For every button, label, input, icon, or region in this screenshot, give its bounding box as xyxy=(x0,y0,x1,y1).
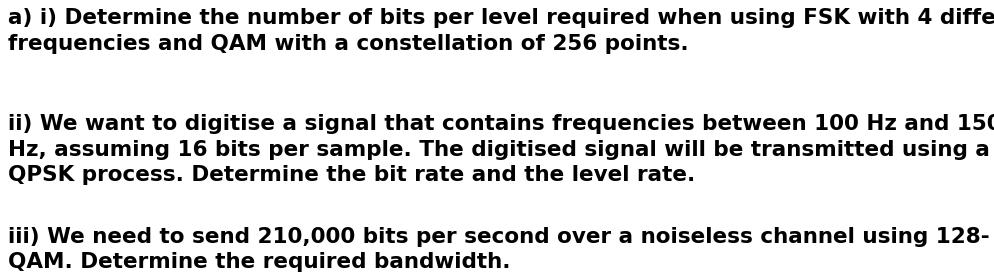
Text: iii) We need to send 210,000 bits per second over a noiseless channel using 128-: iii) We need to send 210,000 bits per se… xyxy=(8,227,990,273)
Text: a) i) Determine the number of bits per level required when using FSK with 4 diff: a) i) Determine the number of bits per l… xyxy=(8,8,994,54)
Text: ii) We want to digitise a signal that contains frequencies between 100 Hz and 15: ii) We want to digitise a signal that co… xyxy=(8,114,994,185)
